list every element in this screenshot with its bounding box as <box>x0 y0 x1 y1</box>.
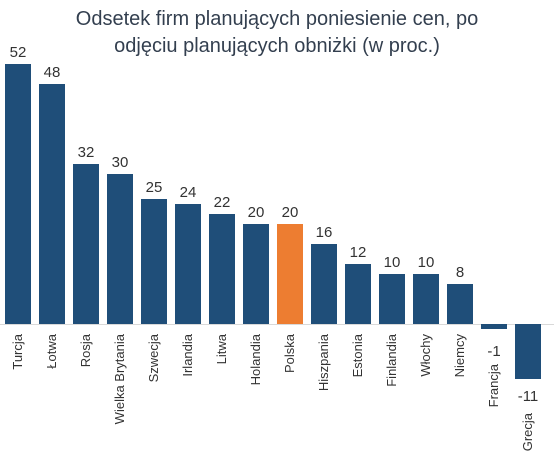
bar <box>515 324 541 379</box>
data-label: 25 <box>146 179 163 196</box>
category-label: Rosja <box>78 333 93 367</box>
data-label: 22 <box>214 194 231 211</box>
data-label: 48 <box>44 64 61 81</box>
bar <box>277 224 303 324</box>
bar <box>5 64 31 324</box>
category-label: Holandia <box>248 333 263 385</box>
bar <box>413 274 439 324</box>
category-label: Hiszpania <box>316 333 331 391</box>
data-label: 16 <box>316 224 333 241</box>
category-label: Włochy <box>418 334 433 377</box>
category-label: Łotwa <box>44 333 59 368</box>
bar <box>345 264 371 324</box>
category-label: Szwecja <box>146 333 161 382</box>
chart-title: Odsetek firm planujących poniesienie cen… <box>0 6 554 60</box>
bar <box>175 204 201 324</box>
bar <box>447 284 473 324</box>
bar <box>39 84 65 324</box>
bar <box>209 214 235 324</box>
category-label: Litwa <box>214 333 229 364</box>
bar <box>73 164 99 324</box>
category-label: Grecja <box>520 412 535 451</box>
bar <box>141 199 167 324</box>
data-label: 10 <box>418 254 435 271</box>
data-label: 52 <box>10 44 27 61</box>
data-label: 8 <box>456 264 464 281</box>
category-label: Finlandia <box>384 333 399 387</box>
category-label: Estonia <box>350 333 365 377</box>
bar <box>481 324 507 329</box>
bar <box>379 274 405 324</box>
data-label: -11 <box>518 388 539 405</box>
category-label: Irlandia <box>180 333 195 376</box>
bar <box>243 224 269 324</box>
category-label: Francja <box>486 363 501 407</box>
chart-title-line-1: Odsetek firm planujących poniesienie cen… <box>75 8 479 30</box>
bar <box>107 174 133 324</box>
data-label: 20 <box>282 204 299 221</box>
category-label: Polska <box>282 333 297 373</box>
data-label: 32 <box>78 144 95 161</box>
data-label: -1 <box>487 343 500 360</box>
data-label: 20 <box>248 204 265 221</box>
chart-title-line-2: odjęciu planujących obniżki (w proc.) <box>114 35 440 57</box>
data-label: 30 <box>112 154 129 171</box>
data-label: 24 <box>180 184 197 201</box>
bar <box>311 244 337 324</box>
data-label: 12 <box>350 244 367 261</box>
data-label: 10 <box>384 254 401 271</box>
category-label: Wielka Brytania <box>112 333 127 424</box>
category-label: Turcja <box>10 333 25 369</box>
category-label: Niemcy <box>452 334 467 378</box>
